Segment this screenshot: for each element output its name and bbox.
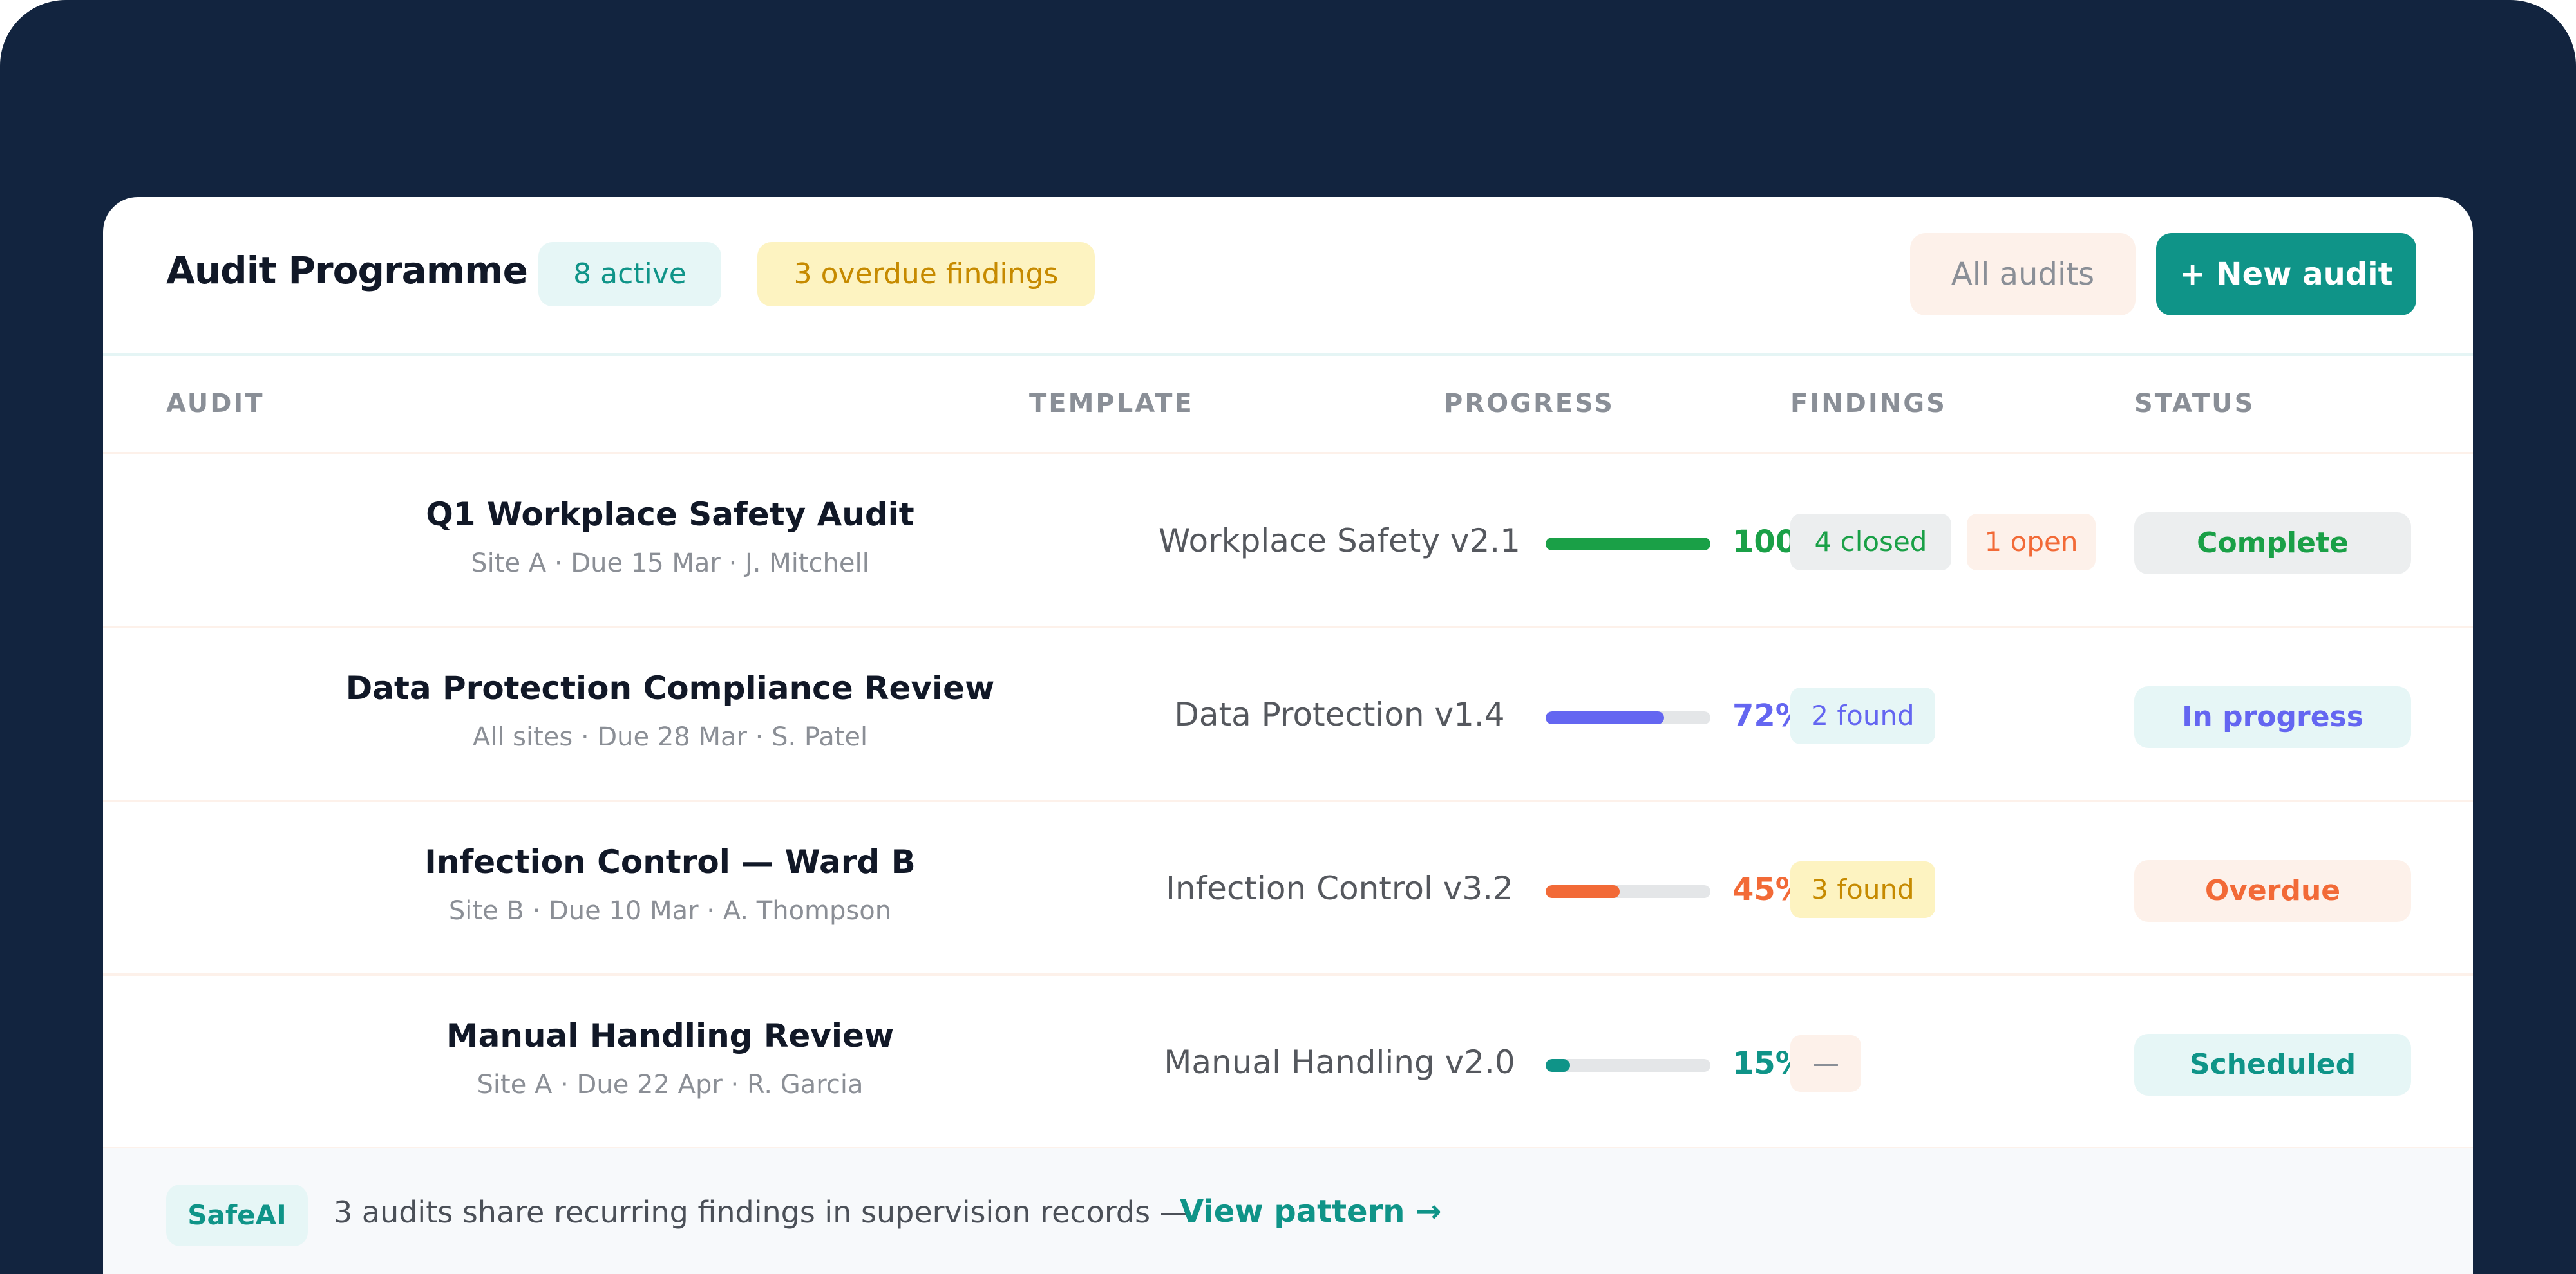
row-divider xyxy=(103,800,2473,802)
ai-insight-bar: SafeAI 3 audits share recurring findings… xyxy=(103,1148,2473,1274)
row-divider xyxy=(103,973,2473,976)
header-divider xyxy=(103,452,2473,454)
finding-tag: 4 closed xyxy=(1790,514,1951,570)
overdue-findings-badge: 3 overdue findings xyxy=(757,242,1095,306)
page-title: Audit Programme xyxy=(166,248,528,292)
finding-tag: 3 found xyxy=(1790,861,1935,918)
status-badge: Complete xyxy=(2134,512,2411,574)
audit-meta: Site A · Due 22 Apr · R. Garcia xyxy=(477,1070,864,1100)
audit-name: Infection Control — Ward B xyxy=(424,843,916,881)
view-pattern-link[interactable]: View pattern → xyxy=(1180,1194,1442,1230)
progress-bar xyxy=(1546,711,1710,724)
all-audits-button[interactable]: All audits xyxy=(1910,233,2136,315)
status-badge: Scheduled xyxy=(2134,1034,2411,1096)
progress-bar xyxy=(1546,1059,1710,1072)
row-divider xyxy=(103,626,2473,628)
card-header: Audit Programme 8 active 3 overdue findi… xyxy=(103,197,2473,356)
template-name: Data Protection v1.4 xyxy=(1174,696,1505,733)
audit-programme-card: Audit Programme 8 active 3 overdue findi… xyxy=(103,197,2473,1274)
progress-fill xyxy=(1546,711,1665,724)
active-count-badge: 8 active xyxy=(538,242,721,306)
progress-fill xyxy=(1546,885,1620,898)
progress-fill xyxy=(1546,538,1710,550)
insight-message: 3 audits share recurring findings in sup… xyxy=(334,1195,1189,1230)
progress-bar xyxy=(1546,538,1710,550)
new-audit-button[interactable]: + New audit xyxy=(2156,233,2416,315)
audit-name: Manual Handling Review xyxy=(446,1017,895,1054)
column-header-progress: PROGRESS xyxy=(1444,389,1615,418)
column-header-template: TEMPLATE xyxy=(1029,389,1194,418)
audit-name: Data Protection Compliance Review xyxy=(345,670,995,707)
status-badge: In progress xyxy=(2134,686,2411,748)
template-name: Infection Control v3.2 xyxy=(1166,870,1513,907)
progress-bar xyxy=(1546,885,1710,898)
table-row[interactable]: Manual Handling Review Site A · Due 22 Ap… xyxy=(103,976,2473,1150)
progress-fill xyxy=(1546,1059,1571,1072)
template-name: Workplace Safety v2.1 xyxy=(1159,522,1520,559)
table-row[interactable]: Q1 Workplace Safety Audit Site A · Due 15… xyxy=(103,454,2473,628)
table-row[interactable]: Infection Control — Ward B Site B · Due 1… xyxy=(103,802,2473,976)
table-row[interactable]: Data Protection Compliance Review All sit… xyxy=(103,628,2473,802)
audit-meta: All sites · Due 28 Mar · S. Patel xyxy=(472,722,868,752)
template-name: Manual Handling v2.0 xyxy=(1164,1044,1515,1081)
finding-tag: 1 open xyxy=(1967,514,2096,570)
safeai-badge: SafeAI xyxy=(166,1185,308,1246)
finding-tag: 2 found xyxy=(1790,688,1935,744)
column-header-findings: FINDINGS xyxy=(1790,389,1947,418)
audit-meta: Site B · Due 10 Mar · A. Thompson xyxy=(448,896,892,926)
finding-tag: — xyxy=(1790,1035,1861,1092)
audit-meta: Site A · Due 15 Mar · J. Mitchell xyxy=(471,548,869,578)
status-badge: Overdue xyxy=(2134,860,2411,922)
column-header-audit: AUDIT xyxy=(166,389,265,418)
audit-name: Q1 Workplace Safety Audit xyxy=(426,496,914,533)
column-header-status: STATUS xyxy=(2134,389,2255,418)
